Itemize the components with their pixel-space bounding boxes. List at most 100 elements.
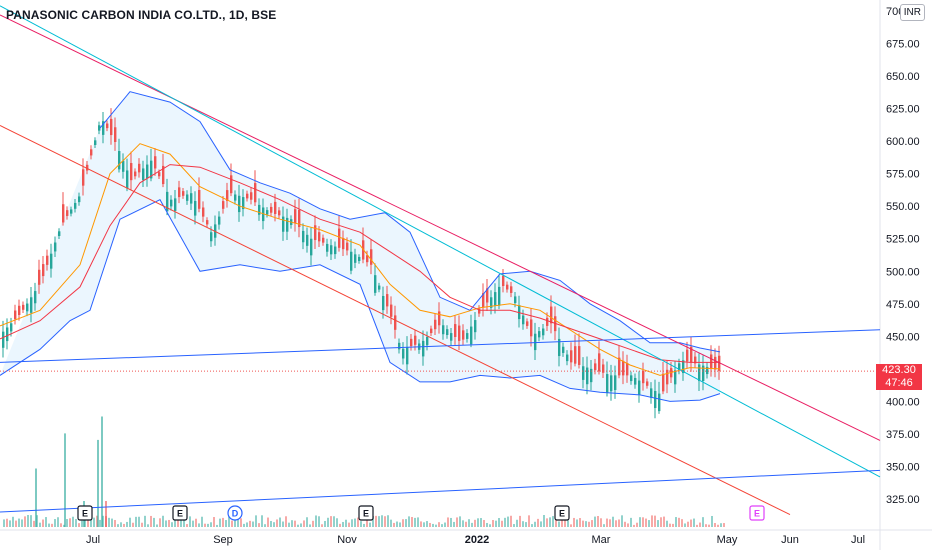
candle-body: [302, 230, 305, 243]
price-tick-label: 550.00: [886, 201, 920, 213]
volume-bar: [189, 516, 191, 527]
candle-body: [278, 210, 281, 216]
earnings-marker[interactable]: [358, 505, 374, 521]
candle-body: [150, 160, 153, 179]
volume-bar: [216, 524, 218, 527]
volume-bar: [249, 520, 251, 527]
time-tick-label: May: [717, 534, 738, 546]
volume-bar: [360, 521, 362, 527]
volume-bar: [237, 519, 239, 527]
candle-body: [402, 348, 405, 359]
volume-bar: [75, 519, 77, 527]
indicator-lines: [0, 5, 881, 516]
countdown-label: 47:46: [876, 377, 922, 390]
volume-bar: [282, 521, 284, 527]
volume-bar: [108, 517, 110, 527]
candle-body: [410, 338, 413, 347]
volume-bar: [624, 521, 626, 527]
volume-bar: [366, 520, 368, 527]
volume-bar: [552, 516, 554, 527]
price-tick-label: 675.00: [886, 39, 920, 51]
volume-bar: [21, 519, 23, 527]
volume-bar: [357, 517, 359, 527]
candle-body: [258, 204, 261, 215]
dividend-marker[interactable]: [227, 505, 243, 521]
volume-bar: [651, 515, 653, 527]
event-marker-label: E: [559, 509, 565, 519]
volume-bar: [459, 516, 461, 527]
volume-bar: [291, 520, 293, 527]
volume-bar: [522, 521, 524, 527]
candle-body: [606, 374, 609, 393]
candle-body: [626, 363, 629, 376]
candle-body: [522, 315, 525, 325]
volume-bar: [501, 520, 503, 527]
candle-body: [706, 366, 709, 375]
volume-bar: [510, 515, 512, 527]
volume-bar: [489, 524, 491, 527]
volume-bar: [453, 521, 455, 527]
volume-bar: [228, 516, 230, 527]
earnings-marker[interactable]: [77, 505, 93, 521]
candle-body: [482, 293, 485, 308]
volume-bar: [354, 518, 356, 527]
time-tick-label: Jun: [781, 534, 799, 546]
volume-bar: [579, 518, 581, 527]
candle-body: [62, 204, 65, 223]
candle-body: [238, 195, 241, 213]
candle-body: [126, 170, 129, 189]
candle-body: [566, 354, 569, 362]
volume-bar: [387, 515, 389, 527]
volume-bar: [513, 524, 515, 527]
candle-body: [394, 315, 397, 330]
volume-bar: [183, 516, 185, 527]
earnings-marker[interactable]: [172, 505, 188, 521]
volume-bar: [297, 524, 299, 527]
volume-bar: [303, 520, 305, 527]
candle-body: [102, 121, 105, 135]
volume-bar: [129, 517, 131, 527]
currency-selector[interactable]: INR: [899, 4, 925, 21]
candle-body: [354, 254, 357, 263]
volume-bar: [162, 515, 164, 527]
volume-bar: [315, 515, 317, 527]
candle-body: [186, 194, 189, 201]
volume-bar: [690, 519, 692, 527]
volume-bar: [339, 523, 341, 527]
volume-bar: [600, 518, 602, 527]
volume-bar: [663, 516, 665, 527]
candle-body: [490, 297, 493, 308]
time-axis: Jul Sep Nov 2022 Mar May Jun Jul: [86, 534, 865, 546]
candle-body: [630, 375, 633, 382]
volume-bar: [333, 516, 335, 527]
candle-body: [478, 308, 481, 314]
volume-bar: [39, 522, 41, 527]
candle-body: [254, 183, 257, 203]
volume-bar: [138, 516, 140, 527]
time-tick-label: 2022: [465, 534, 489, 546]
volume-bar: [465, 521, 467, 527]
candle-body: [642, 370, 645, 384]
volume-bar: [6, 518, 8, 527]
volume-bar: [525, 522, 527, 527]
candle-body: [594, 363, 597, 371]
volume-bar: [141, 522, 143, 527]
candle-body: [690, 346, 693, 363]
volume-bar: [669, 523, 671, 527]
candle-body: [146, 164, 149, 179]
horizontal-trendline-lower: [0, 469, 881, 513]
candle-body: [466, 333, 469, 339]
volume-bar: [477, 518, 479, 527]
price-tick-label: 500.00: [886, 266, 920, 278]
bollinger-upper-line: [99, 91, 721, 353]
volume-bar: [15, 520, 17, 527]
volume-bar: [486, 522, 488, 527]
candle-body: [702, 365, 705, 381]
upcoming-earnings-marker[interactable]: [749, 505, 765, 521]
candle-body: [450, 333, 453, 341]
earnings-marker[interactable]: [554, 505, 570, 521]
candle-body: [358, 256, 361, 262]
volume-bar: [276, 519, 278, 527]
candle-body: [318, 232, 321, 242]
